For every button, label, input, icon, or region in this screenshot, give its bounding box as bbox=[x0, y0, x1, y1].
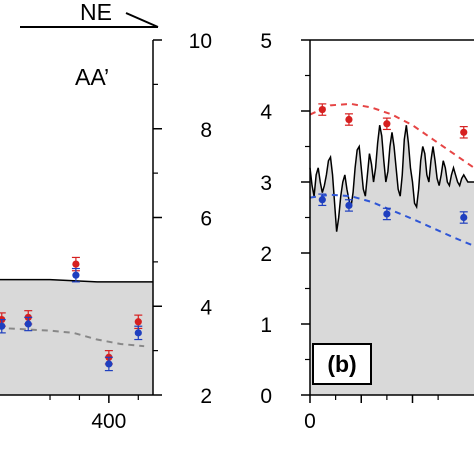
y-tick-label: 3 bbox=[260, 172, 272, 195]
profile-fill bbox=[0, 279, 153, 395]
red-data-point bbox=[318, 105, 326, 114]
data-points bbox=[318, 103, 468, 224]
blue-data-point bbox=[105, 360, 113, 368]
panel-label: AA’ bbox=[75, 64, 109, 90]
profile-line bbox=[0, 278, 153, 283]
blue-data-point bbox=[134, 329, 142, 337]
x-tick-label: 0 bbox=[304, 410, 316, 433]
panel-label: (b) bbox=[327, 351, 356, 377]
panel-label-box: (b) bbox=[312, 343, 372, 385]
panel-b: 0 1 2 3 4 5 0 (b) bbox=[260, 30, 474, 433]
blue-data-point bbox=[24, 320, 32, 328]
y-tick-label: 1 bbox=[260, 314, 272, 337]
x-tick-label: 400 bbox=[91, 410, 126, 433]
left-axis-ticks: 0 1 2 3 4 5 bbox=[260, 30, 310, 408]
model-curve bbox=[8, 327, 145, 348]
y-tick-label: 2 bbox=[260, 243, 272, 266]
y-tick-label: 4 bbox=[260, 101, 272, 124]
red-data-point bbox=[72, 260, 80, 268]
red-data-point bbox=[345, 115, 353, 124]
blue-data-point bbox=[460, 213, 468, 222]
x-axis-ticks: 0 bbox=[304, 395, 439, 433]
profile-line bbox=[309, 125, 474, 232]
direction-arrow bbox=[125, 12, 159, 28]
y-tick-label: 5 bbox=[260, 30, 272, 53]
blue-data-point bbox=[345, 201, 353, 210]
y-tick-label: 0 bbox=[260, 385, 272, 408]
x-axis-ticks: 400 bbox=[49, 395, 139, 433]
profile-fill bbox=[310, 125, 474, 395]
blue-data-point bbox=[0, 322, 6, 330]
y-tick-label: 10 bbox=[189, 30, 212, 53]
direction-indicator: NE bbox=[20, 0, 159, 28]
direction-label: NE bbox=[80, 0, 112, 25]
y-tick-label: 4 bbox=[200, 296, 212, 319]
y-tick-label: 8 bbox=[200, 119, 212, 142]
red-data-point bbox=[383, 120, 391, 128]
red-data-point bbox=[460, 128, 468, 136]
panel-a: 2 4 6 8 10 400 AA’ bbox=[0, 30, 212, 433]
red-data-point bbox=[134, 318, 142, 326]
blue-model-curve bbox=[309, 193, 474, 247]
blue-data-point bbox=[318, 196, 326, 204]
data-points bbox=[0, 256, 143, 372]
y-tick-label: 2 bbox=[200, 385, 212, 408]
blue-data-point bbox=[72, 271, 80, 279]
y-tick-label: 6 bbox=[200, 208, 212, 231]
right-axis-ticks: 2 4 6 8 10 bbox=[153, 30, 212, 408]
blue-data-point bbox=[383, 210, 391, 218]
